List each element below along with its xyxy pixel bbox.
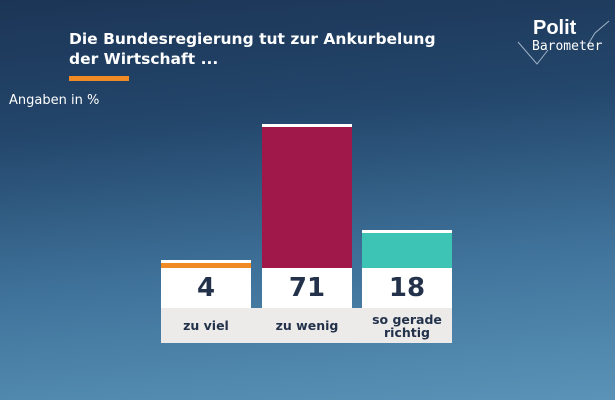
logo-polit: Polit <box>533 17 577 39</box>
checkmark-icon <box>517 20 610 65</box>
chart-title: Die Bundesregierung tut zur Ankurbelung … <box>69 30 436 68</box>
category-label-zu-wenig: zu wenig <box>275 318 339 333</box>
bar-so-gerade-richtig <box>362 230 452 268</box>
bar-zu-viel <box>161 260 251 268</box>
value-so-gerade-richtig: 18 <box>362 268 452 308</box>
value-zu-wenig: 71 <box>262 268 352 308</box>
politbarometer-logo: Polit Barometer <box>515 17 610 67</box>
unit-label: Angaben in % <box>9 93 100 108</box>
bar-zu-wenig <box>262 124 352 268</box>
value-zu-viel: 4 <box>161 268 251 308</box>
category-label-zu-viel: zu viel <box>183 318 229 333</box>
category-label-strip <box>161 308 452 343</box>
title-accent-line <box>69 76 129 81</box>
logo-barometer: Barometer <box>532 39 603 54</box>
category-label-so-gerade-richtig: so gerade richtig <box>372 311 442 340</box>
